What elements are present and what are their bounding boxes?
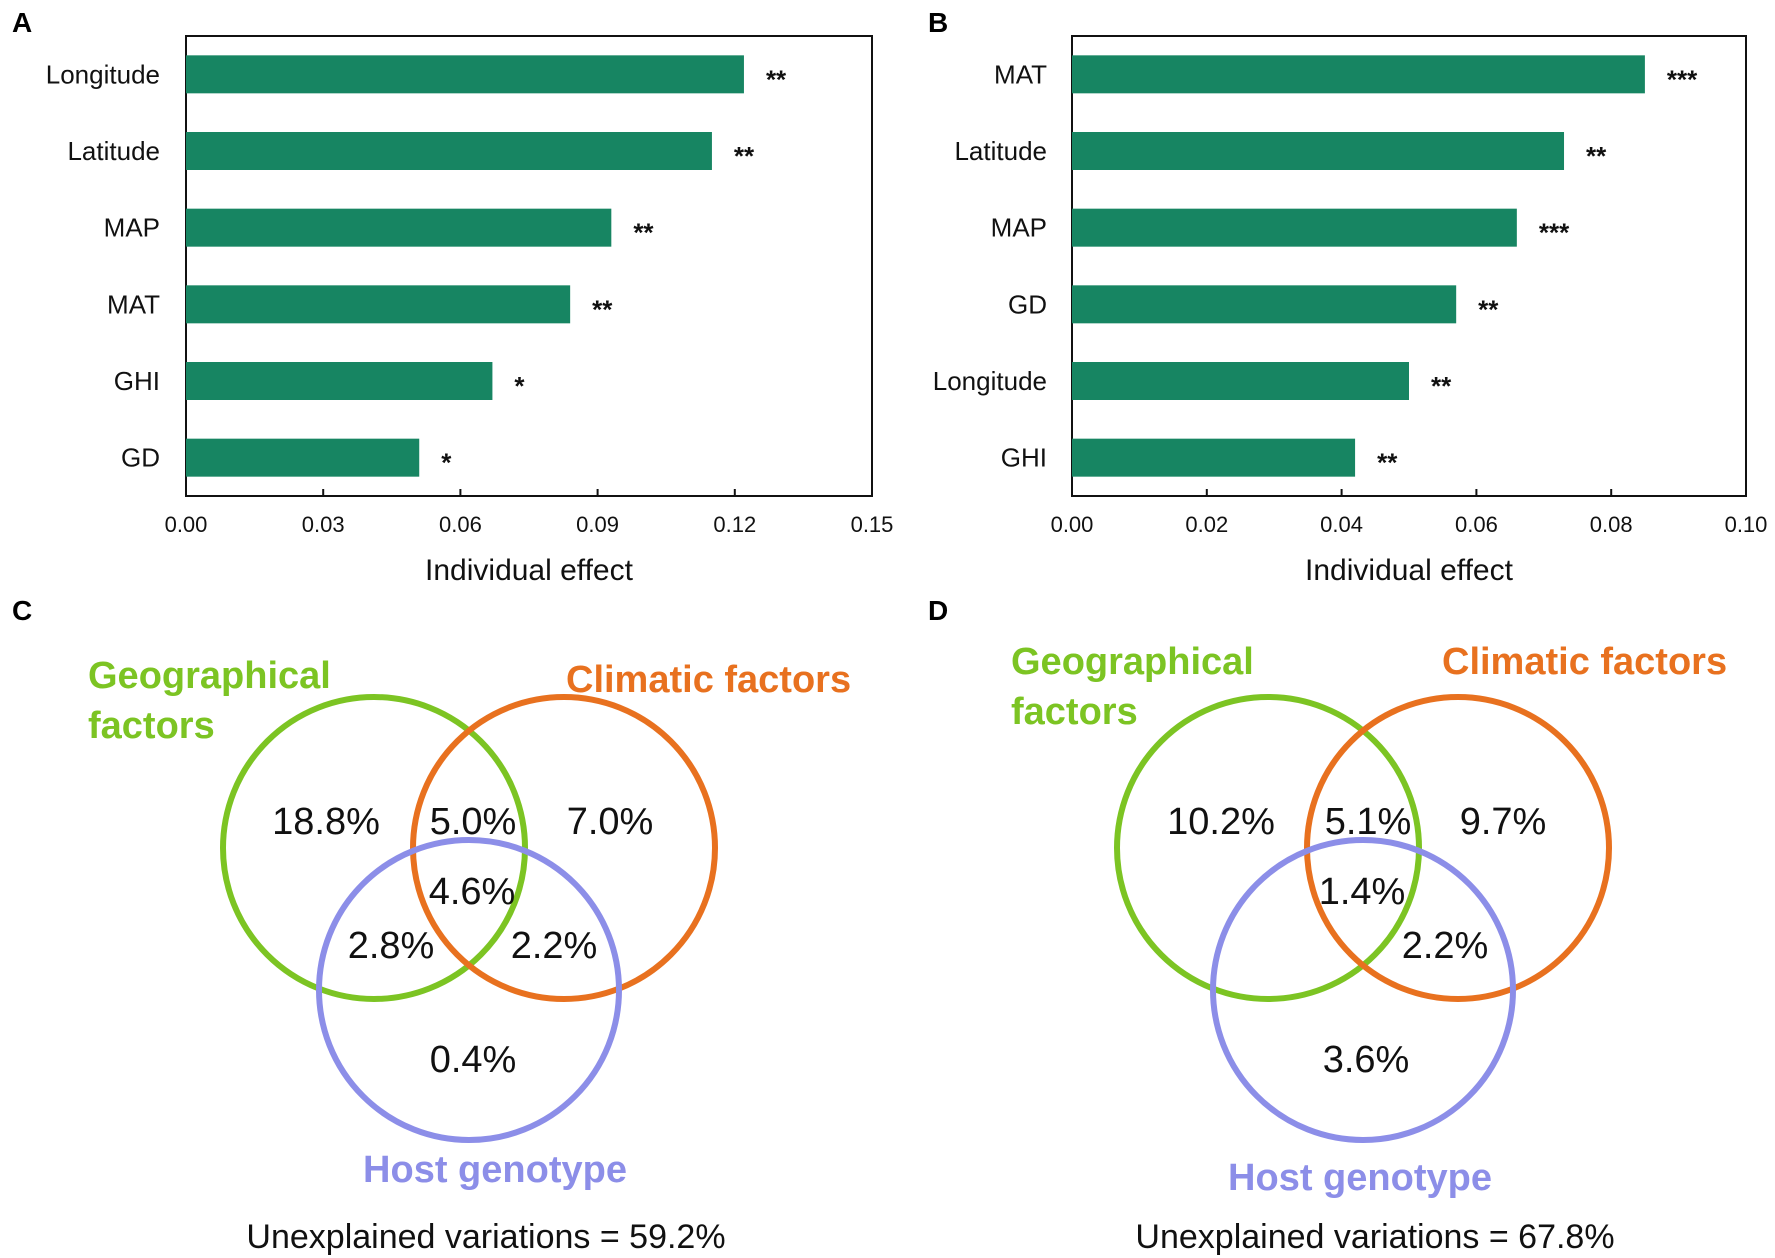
chart-b-category-label: MAP [991, 213, 1047, 243]
chart-a-category-label: MAT [107, 289, 160, 319]
chart-b-tick-label: 0.04 [1320, 512, 1363, 537]
chart-b-category-label: MAT [994, 59, 1047, 89]
chart-a-significance-label: ** [592, 294, 613, 324]
chart-a-tick-label: 0.15 [851, 512, 894, 537]
chart-b-category-label: Latitude [954, 136, 1047, 166]
chart-a-tick-label: 0.03 [302, 512, 345, 537]
chart-b-significance-label: *** [1539, 218, 1570, 248]
chart-a-significance-label: ** [766, 64, 787, 94]
venn-d-geographical-circle [1114, 694, 1422, 1002]
chart-b: MAT *** Latitude ** MAP *** GD ** Longitude ** GHI… [933, 35, 1768, 587]
chart-a-significance-label: * [441, 448, 452, 478]
chart-b-significance-label: ** [1377, 448, 1398, 478]
panel-letter-a: A [12, 7, 32, 38]
chart-a-category-label: GHI [114, 366, 160, 396]
chart-b-tick-label: 0.10 [1725, 512, 1768, 537]
chart-a-bar-mat [186, 285, 571, 324]
chart-b-xlabel: Individual effect [1305, 554, 1514, 587]
chart-a-bar-longitude [186, 55, 744, 94]
chart-a-category-label: Latitude [67, 136, 160, 166]
venn-d: Geographical factors Climatic factors Ho… [1011, 641, 1727, 1256]
venn-d-geo-only-value: 10.2% [1167, 801, 1275, 843]
chart-a-category-label: GD [121, 443, 160, 473]
venn-c-geo-clim-value: 5.0% [430, 801, 517, 843]
chart-b-category-label: Longitude [933, 366, 1047, 396]
venn-c-climatic-title: Climatic factors [566, 659, 851, 701]
venn-c-geographical-title-line2: factors [88, 705, 215, 747]
venn-d-clim-host-value: 2.2% [1402, 925, 1489, 967]
chart-a-bar-map [186, 208, 612, 247]
chart-a-significance-label: ** [734, 141, 755, 171]
chart-a-tick-label: 0.06 [439, 512, 482, 537]
chart-b-bar-map [1072, 208, 1517, 247]
venn-c-all-value: 4.6% [429, 871, 516, 913]
chart-b-bar-ghi [1072, 438, 1356, 477]
venn-c-geo-only-value: 18.8% [272, 801, 380, 843]
venn-d-clim-only-value: 9.7% [1460, 801, 1547, 843]
chart-a-significance-label: * [514, 371, 525, 401]
panel-letter-b: B [928, 7, 948, 38]
chart-b-significance-label: ** [1478, 294, 1499, 324]
chart-a-tick-label: 0.12 [713, 512, 756, 537]
chart-a-category-label: MAP [104, 213, 160, 243]
chart-b-tick-label: 0.08 [1590, 512, 1633, 537]
chart-b-bar-latitude [1072, 132, 1565, 170]
venn-d-host-title: Host genotype [1228, 1157, 1492, 1199]
panel-letter-d: D [928, 595, 948, 626]
chart-a-xlabel: Individual effect [425, 554, 634, 587]
venn-d-all-value: 1.4% [1319, 871, 1406, 913]
venn-c-host-only-value: 0.4% [430, 1039, 517, 1081]
chart-b-significance-label: *** [1667, 64, 1698, 94]
chart-a-bar-latitude [186, 132, 712, 170]
venn-c-unexplained: Unexplained variations = 59.2% [246, 1218, 725, 1256]
chart-a-tick-label: 0.00 [165, 512, 208, 537]
venn-c-clim-only-value: 7.0% [567, 801, 654, 843]
chart-b-tick-label: 0.00 [1051, 512, 1094, 537]
chart-b-category-label: GD [1008, 289, 1047, 319]
venn-d-geographical-title-line1: Geographical [1011, 641, 1254, 683]
chart-a-tick-label: 0.09 [576, 512, 619, 537]
venn-c-host-circle [316, 837, 622, 1143]
venn-c-geo-host-value: 2.8% [348, 925, 435, 967]
venn-d-geographical-title-line2: factors [1011, 691, 1138, 733]
chart-b-bar-mat [1072, 55, 1645, 94]
chart-a-category-label: Longitude [46, 59, 160, 89]
chart-b-tick-label: 0.06 [1455, 512, 1498, 537]
chart-b-significance-label: ** [1431, 371, 1452, 401]
venn-c-host-title: Host genotype [363, 1149, 627, 1191]
venn-d-climatic-title: Climatic factors [1442, 641, 1727, 683]
venn-d-host-circle [1210, 837, 1516, 1143]
chart-a-frame [185, 35, 873, 497]
chart-b-category-label: GHI [1001, 443, 1047, 473]
chart-a-bar-gd [186, 438, 420, 477]
chart-a-significance-label: ** [633, 218, 654, 248]
chart-b-bar-longitude [1072, 362, 1409, 400]
venn-d-unexplained: Unexplained variations = 67.8% [1135, 1218, 1614, 1256]
chart-a-bar-ghi [186, 362, 493, 400]
chart-b-tick-label: 0.02 [1185, 512, 1228, 537]
chart-b-significance-label: ** [1586, 141, 1607, 171]
chart-b-frame [1071, 35, 1747, 497]
chart-b-bar-gd [1072, 285, 1457, 324]
venn-d-host-only-value: 3.6% [1323, 1039, 1410, 1081]
panel-letter-c: C [12, 595, 32, 626]
chart-a: Longitude ** Latitude ** MAP ** MAT ** GHI * GD * 0.… [46, 35, 894, 587]
venn-c: Geographical factors Climatic factors Ho… [88, 655, 851, 1256]
venn-c-geographical-title-line1: Geographical [88, 655, 331, 697]
venn-c-clim-host-value: 2.2% [511, 925, 598, 967]
venn-d-geo-clim-value: 5.1% [1325, 801, 1412, 843]
